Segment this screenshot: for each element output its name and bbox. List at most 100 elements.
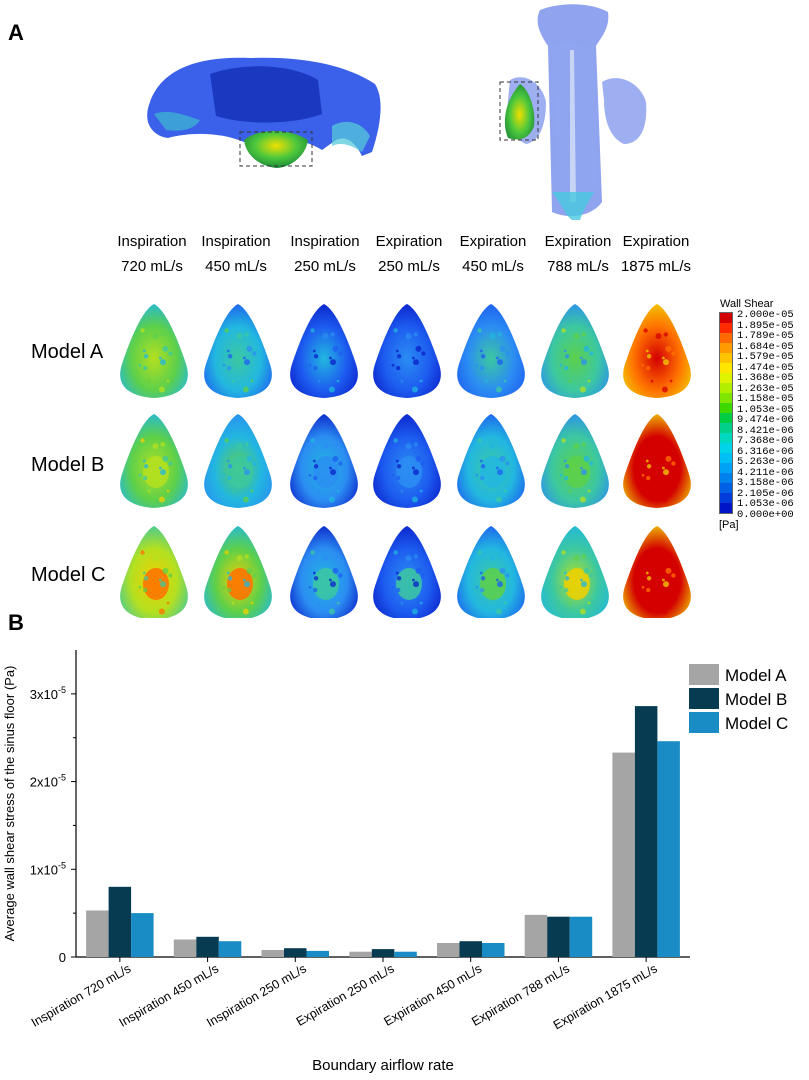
contour-speckle <box>495 386 502 393</box>
contour-speckle <box>231 489 235 493</box>
contour-speckle <box>140 438 145 443</box>
sinus-depression <box>143 456 169 488</box>
contour-speckle <box>563 571 567 575</box>
contour-speckle <box>140 550 145 555</box>
contour-speckle <box>650 489 654 493</box>
contour-speckle <box>662 578 665 582</box>
contour-speckle <box>152 333 159 340</box>
contour-speckle <box>244 554 249 559</box>
x-axis-title: Boundary airflow rate <box>312 1057 454 1074</box>
contour-speckle <box>505 351 510 356</box>
contour-speckle <box>503 379 507 383</box>
contour-speckle <box>226 571 230 575</box>
contour-speckle <box>421 461 426 466</box>
colorbar-swatch <box>720 403 732 413</box>
panel-a-label: A <box>8 20 24 45</box>
bar <box>634 706 658 957</box>
model-row-label: Model A <box>31 341 104 363</box>
contour-speckle <box>589 351 594 356</box>
y-axis-title: Average wall shear stress of the sinus f… <box>2 666 17 942</box>
colorbar-swatch <box>720 503 732 513</box>
contour-speckle <box>405 333 412 340</box>
contour-speckle <box>246 455 253 462</box>
contour-speckle <box>329 356 332 360</box>
sinus-floor-contour <box>541 526 609 618</box>
contour-speckle <box>580 466 583 470</box>
contour-speckle <box>160 469 166 476</box>
contour-speckle <box>669 379 673 383</box>
contour-speckle <box>484 379 488 383</box>
contour-speckle <box>250 489 254 493</box>
contour-speckle <box>159 356 162 360</box>
sinus-floor-contour <box>373 304 441 398</box>
colorbar-swatch <box>720 493 732 503</box>
contour-speckle <box>495 496 502 503</box>
sinus-depression <box>646 456 672 488</box>
contour-speckle <box>152 443 159 450</box>
contour-speckle <box>168 461 173 466</box>
contour-speckle <box>143 464 149 469</box>
contour-speckle <box>581 581 587 588</box>
contour-speckle <box>564 365 569 371</box>
contour-speckle <box>479 349 483 353</box>
contour-speckle <box>419 489 423 493</box>
contour-speckle <box>236 333 243 340</box>
contour-speckle <box>568 489 572 493</box>
contour-speckle <box>310 550 315 555</box>
contour-speckle <box>646 587 651 593</box>
bar <box>284 948 307 957</box>
colorbar-swatch <box>720 313 732 323</box>
contour-speckle <box>395 349 399 353</box>
contour-speckle <box>168 351 173 356</box>
contour-speckle <box>503 601 507 605</box>
contour-speckle <box>671 351 676 356</box>
contour-speckle <box>587 379 591 383</box>
contour-speckle <box>393 438 398 443</box>
condition-label: Inspiration 450 mL/s <box>201 233 271 275</box>
contour-speckle <box>411 608 418 615</box>
contour-speckle <box>581 359 587 366</box>
sinus-floor-contour <box>373 526 441 618</box>
sinus-floor-contour <box>373 414 441 508</box>
legend-swatch <box>689 664 719 685</box>
contour-speckle <box>227 475 232 481</box>
sinus-depression <box>227 456 253 488</box>
contour-speckle <box>396 475 401 481</box>
contour-speckle <box>663 581 669 588</box>
contour-speckle <box>227 587 232 593</box>
contour-speckle <box>395 571 399 575</box>
colorbar-swatch <box>720 423 732 433</box>
contour-speckle <box>313 464 319 469</box>
panel-b-label: B <box>8 610 24 635</box>
contour-speckle <box>138 585 142 589</box>
contour-speckle <box>166 601 170 605</box>
bar <box>459 941 482 957</box>
contour-speckle <box>332 345 339 352</box>
contour-speckle <box>669 489 673 493</box>
contour-speckle <box>400 601 404 605</box>
contour-speckle <box>479 571 483 575</box>
contour-speckle <box>162 345 169 352</box>
contour-speckle <box>497 554 502 559</box>
contour-speckle <box>663 359 669 366</box>
contour-speckle <box>330 442 335 447</box>
contour-speckle <box>580 578 583 582</box>
contour-speckle <box>413 359 419 366</box>
contour-speckle <box>143 365 148 371</box>
contour-speckle <box>480 464 486 469</box>
contour-speckle <box>480 365 485 371</box>
contour-speckle <box>641 473 645 477</box>
contour-speckle <box>484 489 488 493</box>
contour-speckle <box>665 345 672 352</box>
contour-speckle <box>242 386 249 393</box>
colorbar-tick-label: 1.895e-05 <box>737 319 794 332</box>
contour-speckle <box>308 585 312 589</box>
contour-speckle <box>312 349 316 353</box>
contour-speckle <box>477 328 482 333</box>
bar <box>108 886 132 957</box>
contour-speckle <box>313 354 319 359</box>
contour-speckle <box>497 359 503 366</box>
contour-speckle <box>561 550 566 555</box>
contour-speckle <box>160 442 165 447</box>
contour-speckle <box>147 489 151 493</box>
